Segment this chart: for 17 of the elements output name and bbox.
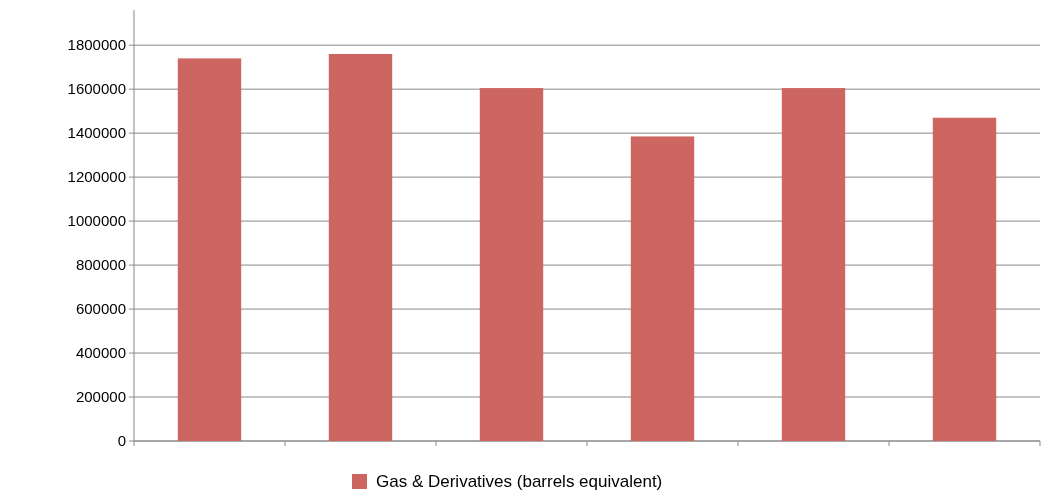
y-tick-label: 1000000 <box>67 212 126 230</box>
y-tick-label: 1400000 <box>67 124 126 142</box>
bar <box>328 53 393 441</box>
y-tick-label: 1200000 <box>67 168 126 186</box>
legend-label: Gas & Derivatives (barrels equivalent) <box>376 472 663 492</box>
y-tick-label: 200000 <box>75 388 126 406</box>
y-tick-label: 1600000 <box>67 80 126 98</box>
bar <box>932 117 997 441</box>
y-tick-label: 800000 <box>75 256 126 274</box>
bar <box>479 88 544 441</box>
bar <box>630 136 695 441</box>
bar <box>177 58 242 441</box>
y-tick-label: 0 <box>117 432 126 450</box>
y-tick-label: 1800000 <box>67 36 126 54</box>
y-tick-label: 400000 <box>75 344 126 362</box>
y-tick-label: 600000 <box>75 300 126 318</box>
bar <box>781 88 846 441</box>
